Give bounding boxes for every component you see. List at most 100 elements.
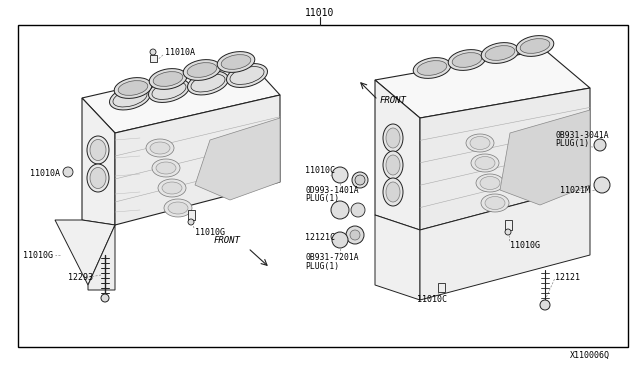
Ellipse shape: [227, 64, 268, 87]
Ellipse shape: [221, 55, 251, 69]
Ellipse shape: [183, 60, 221, 80]
Text: 11021M: 11021M: [560, 186, 590, 195]
Text: 0B931-7201A: 0B931-7201A: [305, 253, 358, 263]
Ellipse shape: [146, 139, 174, 157]
Ellipse shape: [87, 136, 109, 164]
Circle shape: [350, 230, 360, 240]
Ellipse shape: [485, 46, 515, 60]
Bar: [505, 220, 512, 230]
Circle shape: [63, 167, 73, 177]
Ellipse shape: [150, 142, 170, 154]
Ellipse shape: [109, 86, 150, 110]
Ellipse shape: [152, 159, 180, 177]
Ellipse shape: [188, 71, 228, 95]
Polygon shape: [82, 98, 115, 225]
Text: PLUG(1): PLUG(1): [555, 138, 589, 148]
Polygon shape: [375, 80, 420, 230]
Polygon shape: [420, 88, 590, 230]
Ellipse shape: [149, 68, 187, 89]
Text: 11010C: 11010C: [305, 166, 335, 174]
Ellipse shape: [520, 39, 550, 53]
Text: 12293: 12293: [68, 273, 93, 282]
Ellipse shape: [87, 164, 109, 192]
Ellipse shape: [383, 151, 403, 179]
Text: X110006Q: X110006Q: [570, 351, 610, 360]
Text: 11010G: 11010G: [23, 250, 53, 260]
Ellipse shape: [187, 62, 217, 77]
Text: 11010: 11010: [305, 8, 335, 18]
Polygon shape: [195, 118, 280, 200]
Polygon shape: [420, 185, 590, 300]
Ellipse shape: [481, 43, 519, 63]
Text: PLUG(1): PLUG(1): [305, 262, 339, 270]
Ellipse shape: [386, 155, 400, 175]
Ellipse shape: [413, 58, 451, 78]
Text: 11010A: 11010A: [165, 48, 195, 57]
Text: 12121: 12121: [555, 273, 580, 282]
Ellipse shape: [476, 174, 504, 192]
Circle shape: [188, 219, 194, 225]
Circle shape: [594, 139, 606, 151]
Circle shape: [346, 226, 364, 244]
Text: 11010A: 11010A: [30, 169, 60, 177]
Circle shape: [150, 49, 156, 55]
Circle shape: [540, 300, 550, 310]
Text: FRONT: FRONT: [213, 236, 240, 245]
Ellipse shape: [386, 182, 400, 202]
Polygon shape: [375, 50, 590, 118]
Ellipse shape: [480, 176, 500, 189]
Polygon shape: [375, 215, 420, 300]
Text: 12121C: 12121C: [305, 232, 335, 241]
Polygon shape: [115, 95, 280, 225]
Ellipse shape: [118, 81, 148, 95]
Ellipse shape: [162, 182, 182, 194]
Circle shape: [352, 172, 368, 188]
Circle shape: [505, 229, 511, 235]
Text: 0B931-3041A: 0B931-3041A: [555, 131, 609, 140]
Ellipse shape: [466, 134, 494, 152]
Text: FRONT: FRONT: [380, 96, 407, 105]
Ellipse shape: [485, 196, 505, 209]
Ellipse shape: [156, 162, 176, 174]
Polygon shape: [500, 110, 590, 205]
Ellipse shape: [148, 78, 189, 102]
Circle shape: [351, 203, 365, 217]
Ellipse shape: [217, 52, 255, 73]
Circle shape: [355, 175, 365, 185]
Text: 0D993-1401A: 0D993-1401A: [305, 186, 358, 195]
Polygon shape: [88, 225, 115, 290]
Ellipse shape: [153, 72, 183, 86]
Bar: [188, 210, 195, 220]
Polygon shape: [55, 220, 115, 285]
Ellipse shape: [470, 137, 490, 150]
Ellipse shape: [114, 78, 152, 98]
Circle shape: [332, 232, 348, 248]
Ellipse shape: [516, 36, 554, 57]
Ellipse shape: [448, 49, 486, 70]
Text: 11010G: 11010G: [510, 241, 540, 250]
Ellipse shape: [90, 167, 106, 189]
Ellipse shape: [471, 154, 499, 172]
Circle shape: [101, 294, 109, 302]
Bar: [18, 25, 628, 347]
Polygon shape: [82, 60, 280, 133]
Ellipse shape: [164, 199, 192, 217]
Ellipse shape: [386, 128, 400, 148]
Circle shape: [331, 201, 349, 219]
Ellipse shape: [475, 157, 495, 170]
Bar: [150, 55, 157, 62]
Ellipse shape: [481, 194, 509, 212]
Text: 11010C: 11010C: [417, 295, 447, 305]
Ellipse shape: [90, 140, 106, 160]
Ellipse shape: [417, 61, 447, 76]
Ellipse shape: [168, 202, 188, 214]
Circle shape: [332, 167, 348, 183]
Ellipse shape: [452, 52, 482, 67]
Text: PLUG(1): PLUG(1): [305, 193, 339, 202]
Ellipse shape: [158, 179, 186, 197]
Ellipse shape: [383, 178, 403, 206]
Text: 11010G: 11010G: [195, 228, 225, 237]
Circle shape: [594, 177, 610, 193]
Ellipse shape: [383, 124, 403, 152]
Bar: [438, 283, 445, 292]
